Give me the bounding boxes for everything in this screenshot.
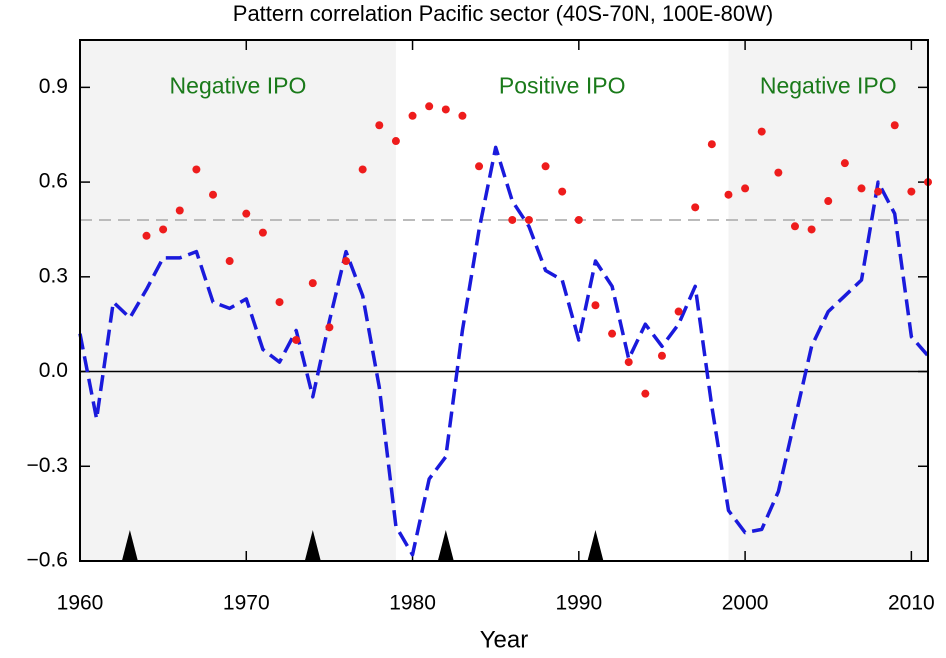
dot	[907, 187, 916, 196]
dot	[874, 187, 883, 196]
y-tick-label: −0.3	[27, 454, 68, 477]
dot	[508, 215, 517, 224]
dot	[408, 111, 417, 120]
event-marker	[304, 530, 321, 561]
x-tick-label: 2010	[888, 592, 935, 615]
dot	[674, 307, 683, 316]
plot-frame	[79, 39, 929, 562]
y-tick-label: 0.0	[39, 359, 68, 382]
dot	[225, 257, 234, 266]
dot	[292, 335, 301, 344]
dot	[641, 389, 650, 398]
dot	[275, 298, 284, 307]
dot	[342, 257, 351, 266]
dot	[358, 165, 367, 174]
dot	[591, 301, 600, 310]
x-axis-label: Year	[480, 626, 529, 653]
dot	[857, 184, 866, 193]
dot	[657, 351, 666, 360]
period-label: Negative IPO	[760, 72, 897, 98]
period-shade	[80, 40, 396, 561]
dot	[175, 206, 184, 215]
dot	[475, 162, 484, 171]
y-tick-label: 0.6	[39, 170, 68, 193]
dot	[757, 127, 766, 136]
dot	[741, 184, 750, 193]
dot	[159, 225, 168, 234]
dot	[458, 111, 467, 120]
dot	[790, 222, 799, 231]
dot	[608, 329, 617, 338]
period-label: Negative IPO	[170, 72, 307, 98]
dot	[308, 279, 317, 288]
y-tick-label: 0.9	[39, 75, 68, 98]
dot	[724, 190, 733, 199]
dot	[242, 209, 251, 218]
event-marker	[437, 530, 454, 561]
dot	[624, 358, 633, 367]
dot	[558, 187, 567, 196]
dot	[691, 203, 700, 212]
dot	[774, 168, 783, 177]
dot	[541, 162, 550, 171]
dot	[807, 225, 816, 234]
y-tick-label: 0.3	[39, 264, 68, 287]
dot	[258, 228, 267, 237]
event-marker	[121, 530, 138, 561]
dot	[824, 197, 833, 206]
x-tick-label: 1970	[223, 592, 270, 615]
period-shade	[728, 40, 928, 561]
dot	[142, 231, 151, 240]
dot	[192, 165, 201, 174]
dot	[425, 102, 434, 111]
dot	[325, 323, 334, 332]
dot	[840, 159, 849, 168]
event-marker	[587, 530, 604, 561]
dot	[209, 190, 218, 199]
x-tick-label: 1990	[555, 592, 602, 615]
dot	[391, 137, 400, 146]
dot	[441, 105, 450, 114]
dot	[375, 121, 384, 130]
dot	[890, 121, 899, 130]
period-label: Positive IPO	[499, 72, 626, 98]
y-tick-label: −0.6	[27, 549, 68, 572]
dashed-line	[78, 145, 930, 557]
dot	[574, 215, 583, 224]
x-tick-label: 2000	[722, 592, 769, 615]
chart-title: Pattern correlation Pacific sector (40S-…	[233, 1, 773, 26]
dot	[524, 215, 533, 224]
dot	[707, 140, 716, 149]
x-tick-label: 1960	[57, 592, 104, 615]
x-tick-label: 1980	[389, 592, 436, 615]
